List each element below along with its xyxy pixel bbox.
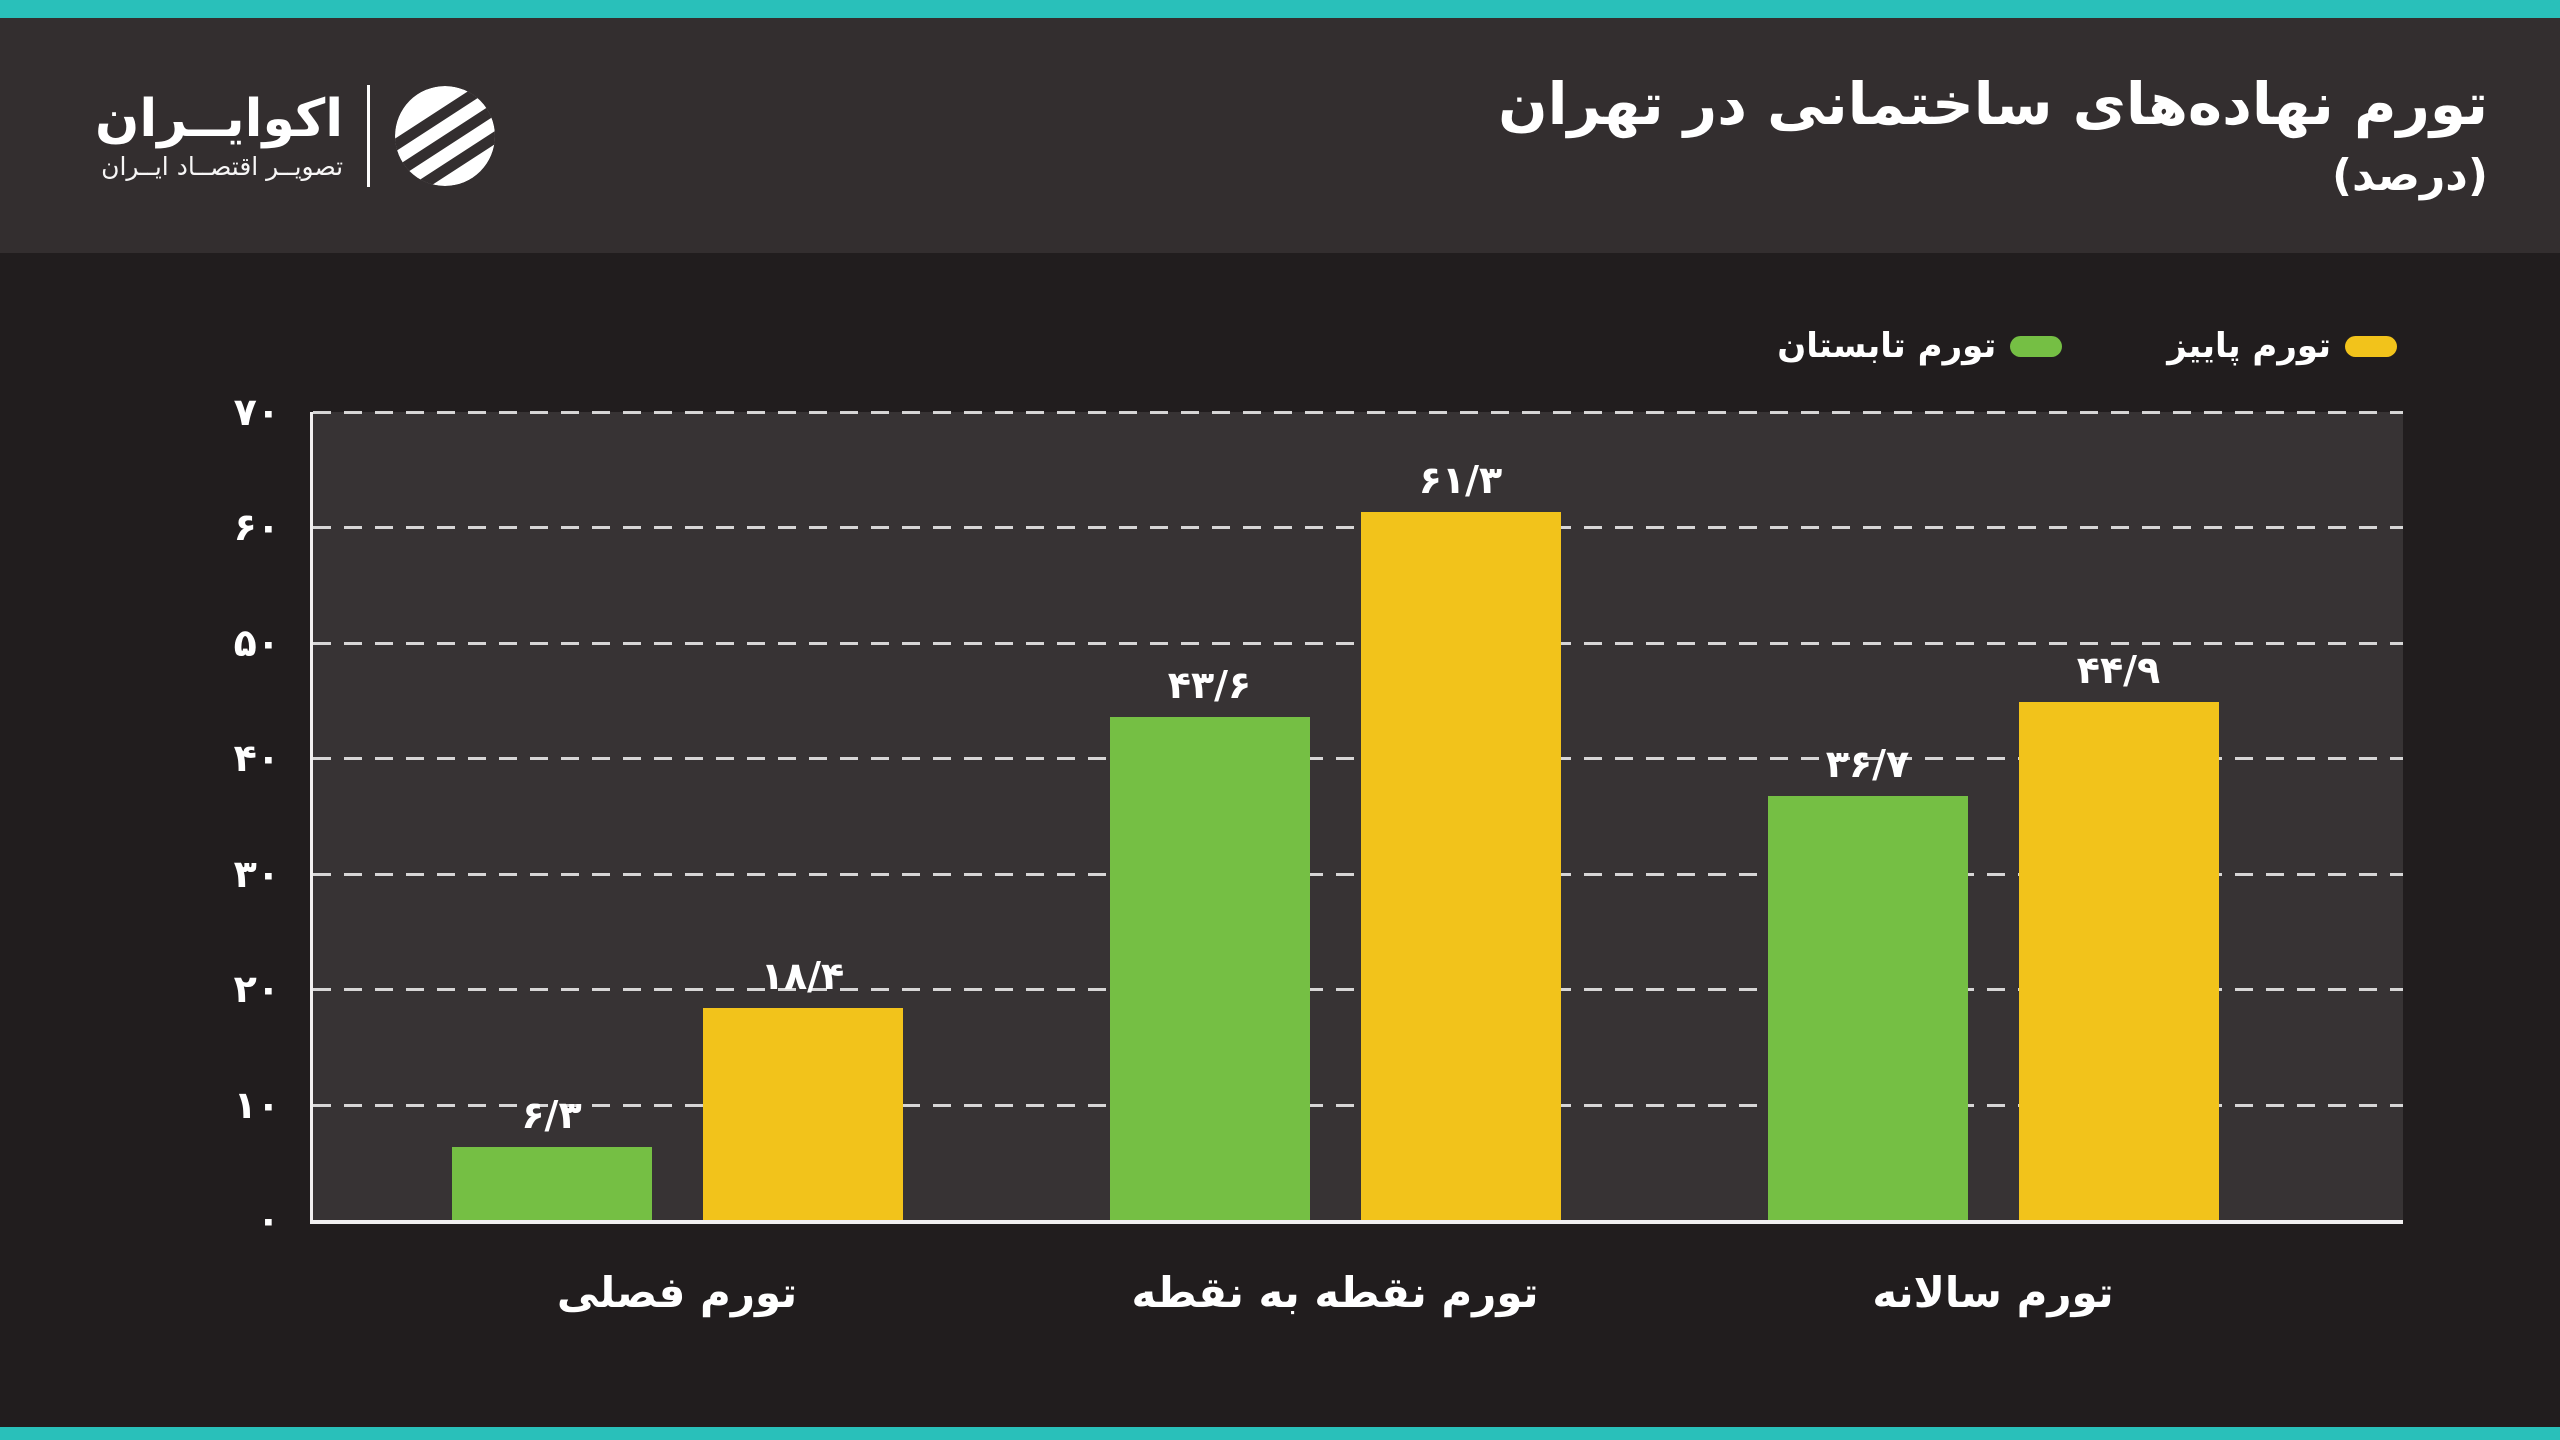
chart-group-2: ۶۱/۳ ۴۳/۶ تورم نقطه به نقطه [1006, 412, 1664, 1317]
legend-label-summer: تورم تابستان [1777, 326, 1997, 366]
bar-value-label: ۶۱/۳ [1418, 458, 1503, 503]
y-axis-ticks: ۰ ۱۰ ۲۰ ۳۰ ۴۰ ۵۰ ۶۰ ۷۰ [0, 390, 280, 1242]
y-tick-label-20: ۲۰ [233, 967, 280, 1012]
gridline-50 [313, 641, 2403, 645]
bottom-accent-bar [0, 1427, 2560, 1440]
legend-swatch-summer [2010, 335, 2063, 357]
gridline-10 [313, 1103, 2403, 1107]
bar-pair: ۴۴/۹ ۳۶/۷ [1664, 412, 2322, 1220]
legend-label-fall: تورم پاییز [2167, 326, 2331, 366]
page-title: تورم نهاده‌های ساختمانی در تهران [1498, 69, 2488, 138]
y-tick-label-30: ۳۰ [233, 851, 280, 896]
gridline-40 [313, 757, 2403, 761]
y-tick-label-0: ۰ [256, 1198, 280, 1242]
bar-summer-1: ۶/۳ [451, 1093, 652, 1220]
category-label: تورم سالانه [1872, 1268, 2114, 1317]
bar-fall-1: ۱۸/۴ [702, 954, 903, 1220]
category-label: تورم فصلی [556, 1268, 798, 1317]
bar-value-label: ۱۸/۴ [760, 953, 845, 998]
bar-summer-2: ۴۳/۶ [1109, 663, 1310, 1220]
bar-value-label: ۴۳/۶ [1167, 662, 1252, 707]
logo-divider [367, 84, 371, 187]
bar-summer-3: ۳۶/۷ [1767, 742, 1968, 1220]
gridline-20 [313, 988, 2403, 992]
bar-value-label: ۴۴/۹ [2076, 647, 2161, 692]
y-tick-label-10: ۱۰ [233, 1082, 280, 1127]
gridline-70 [313, 411, 2403, 414]
logo-text-block: اکوایــران تصویــر اقتصــاد ایــران [95, 92, 343, 180]
bar-value-label: ۶/۳ [521, 1093, 582, 1138]
bar-value-label: ۳۶/۷ [1825, 742, 1910, 787]
chart-columns: ۱۸/۴ ۶/۳ تورم فصلی ۶۱/۳ ۴۳/۶ تورم نقطه به نقط… [348, 412, 2322, 1317]
chart-group-1: ۱۸/۴ ۶/۳ تورم فصلی [348, 412, 1006, 1317]
y-tick-label-50: ۵۰ [233, 620, 280, 665]
ecoiran-striped-sphere-icon [395, 85, 496, 186]
legend-item-summer: تورم تابستان [1777, 326, 2063, 366]
title-block: تورم نهاده‌های ساختمانی در تهران (درصد) [1498, 69, 2488, 202]
bar-pair: ۶۱/۳ ۴۳/۶ [1006, 412, 1664, 1220]
y-tick-label-60: ۶۰ [233, 505, 280, 550]
logo-tagline: تصویــر اقتصــاد ایــران [101, 152, 344, 182]
gridline-60 [313, 526, 2403, 530]
ecoiran-logo: اکوایــران تصویــر اقتصــاد ایــران [95, 84, 496, 187]
bar-pair: ۱۸/۴ ۶/۳ [348, 412, 1006, 1220]
logo-name: اکوایــران [95, 88, 344, 149]
top-accent-bar [0, 0, 2560, 18]
y-tick-label-40: ۴۰ [233, 736, 280, 781]
gridline-30 [313, 872, 2403, 876]
category-label: تورم نقطه به نقطه [1131, 1268, 1539, 1317]
chart-group-3: ۴۴/۹ ۳۶/۷ تورم سالانه [1664, 412, 2322, 1317]
bar-fall-2: ۶۱/۳ [1360, 458, 1561, 1220]
header: اکوایــران تصویــر اقتصــاد ایــران تورم… [0, 18, 2560, 253]
legend-swatch-fall [2345, 335, 2397, 357]
page-subtitle: (درصد) [2331, 150, 2488, 202]
bar-fall-3: ۴۴/۹ [2018, 648, 2219, 1220]
legend: تورم پاییز تورم تابستان [1777, 326, 2397, 366]
legend-item-fall: تورم پاییز [2167, 326, 2397, 366]
y-tick-label-70: ۷۰ [233, 390, 280, 434]
